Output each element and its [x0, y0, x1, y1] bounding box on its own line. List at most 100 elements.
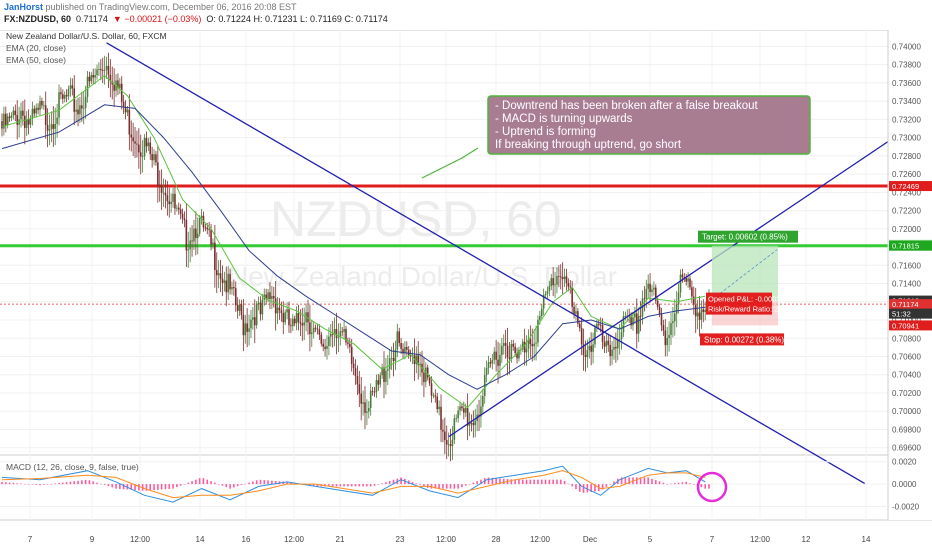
candle-body [440, 406, 442, 430]
candle-body [126, 109, 129, 113]
macd-histogram-bar [335, 484, 338, 487]
candle-body [257, 302, 260, 305]
candle-body [179, 209, 182, 214]
candle-body [618, 339, 621, 340]
macd-histogram-bar [111, 484, 114, 488]
macd-histogram-bar [12, 482, 15, 485]
macd-histogram-bar [559, 479, 562, 485]
macd-histogram-bar [198, 478, 201, 485]
candle-body [445, 440, 448, 445]
candle-body [174, 193, 176, 209]
time-tick-label: 5 [648, 535, 653, 544]
price-axis[interactable]: 0.74000 0.73800 0.73600 0.73400 0.73200 0.730… [887, 30, 932, 520]
macd-histogram-bar [16, 483, 19, 485]
macd-histogram-bar [252, 481, 254, 485]
candle-body [350, 346, 353, 364]
macd-histogram-bar [480, 479, 482, 485]
candle-body [335, 329, 338, 339]
candle-body [588, 345, 591, 351]
callout-pointer [421, 147, 479, 179]
price-badge-label: 0.71815 [892, 242, 919, 251]
trend-lines[interactable] [106, 42, 927, 485]
candle-body [539, 316, 541, 320]
time-tick-label: 14 [196, 535, 205, 544]
candle-body [210, 229, 212, 245]
macd-histogram-bar [666, 484, 668, 485]
long-position-tool[interactable]: Target: 0.00602 (0.85%) Opened P&L: -0.00… [698, 230, 798, 346]
candle-body [651, 289, 653, 292]
candle-body [501, 345, 503, 356]
candle-body [229, 273, 231, 290]
candle-body [90, 75, 93, 82]
macd-histogram-bar [81, 480, 83, 485]
candle-body [689, 278, 691, 288]
macd-histogram-bar [153, 484, 155, 491]
candle-body [670, 323, 672, 335]
candle-body [647, 283, 649, 289]
candle-body [683, 276, 686, 279]
candle-body [457, 410, 459, 419]
candle-body [575, 311, 577, 314]
annotation-callout[interactable]: - Downtrend has been broken after a fals… [421, 95, 811, 179]
macd-histogram-bar [290, 482, 292, 485]
macd-histogram-bar [594, 484, 596, 492]
candle-body [8, 116, 11, 118]
macd-histogram-bar [639, 477, 642, 485]
price-tick-label: 0.71400 [892, 280, 921, 289]
macd-legend: MACD (12, 26, close, 9, false, true) [6, 462, 139, 472]
candle-body [423, 372, 425, 383]
candle-body [96, 69, 98, 76]
candle-body [261, 299, 264, 315]
candle-body [698, 312, 701, 320]
candle-body [280, 310, 283, 314]
candle-body [43, 105, 45, 107]
candle-body [571, 287, 573, 307]
macd-histogram-bar [286, 481, 288, 485]
candle-body [105, 65, 108, 70]
candle-body [322, 343, 324, 347]
candle-body [480, 406, 482, 417]
time-tick-label: 16 [242, 535, 251, 544]
ema50-line [1, 104, 706, 390]
author-link[interactable]: JanHorst [4, 2, 44, 12]
candle-body [65, 95, 68, 97]
candle-body [151, 154, 153, 161]
candle-body [293, 318, 296, 324]
candle-body [233, 287, 235, 289]
candle-body [33, 108, 36, 114]
ema20-line [1, 74, 706, 409]
pl-badge [706, 292, 772, 315]
candle-body [672, 321, 674, 324]
time-axis[interactable]: 7 9 12:00 14 16 12:00 21 23 12:00 28 12:00 Dec 5 7 12:… [28, 535, 871, 544]
candle-body [98, 68, 100, 70]
candle-body [656, 300, 659, 307]
macd-histogram-bar [689, 483, 691, 485]
candle-body [649, 283, 651, 292]
macd-histogram-bar [400, 477, 402, 485]
candle-body [176, 207, 178, 209]
candle-body [139, 152, 142, 157]
price-axis-bg [888, 30, 932, 520]
macd-histogram-bar [217, 484, 220, 485]
macd-histogram-bar [442, 484, 444, 489]
candle-body [185, 220, 188, 251]
macd-histogram-bar [236, 484, 239, 487]
candle-body [284, 312, 286, 323]
candle-body [255, 304, 258, 326]
candle-body [426, 367, 429, 378]
price-tick-label: 0.72400 [892, 188, 921, 197]
candle-body [580, 328, 583, 345]
candle-body [396, 331, 399, 350]
time-tick-label: 14 [862, 535, 871, 544]
time-tick-label: 7 [710, 535, 715, 544]
candle-body [138, 144, 140, 153]
macd-histogram-bar [548, 479, 551, 485]
macd-histogram-bar [347, 484, 349, 487]
candle-body [459, 406, 461, 411]
watermark-symbol: NZDUSD, 60 [270, 191, 562, 247]
macd-histogram-bar [495, 478, 497, 485]
candle-body [434, 395, 437, 397]
candle-body [425, 367, 427, 383]
candle-body [694, 304, 697, 317]
